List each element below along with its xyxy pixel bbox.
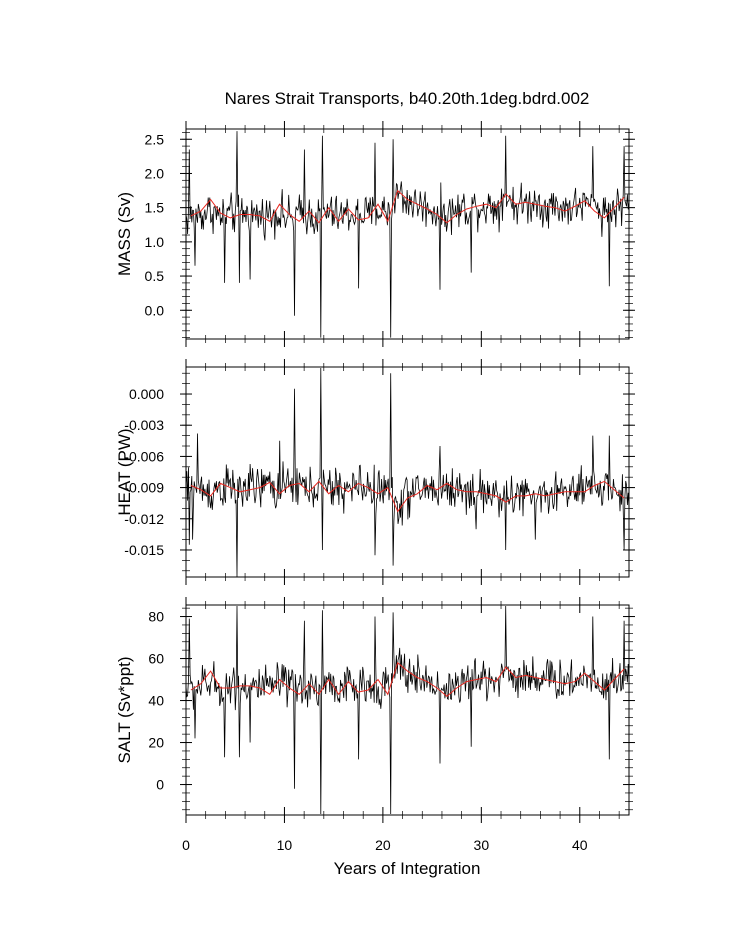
- panel-salt: 80 60 40 20 0 SALT (Sv*ppt): [115, 597, 635, 823]
- y-tick-label: 1.0: [145, 234, 165, 250]
- y-tick-label: 60: [148, 651, 164, 667]
- monthly-series-mass: [186, 131, 629, 338]
- chart-title: Nares Strait Transports, b40.20th.1deg.b…: [225, 89, 590, 108]
- x-tick-label: 10: [277, 837, 293, 853]
- monthly-series-salt: [186, 605, 629, 815]
- plot-frame-heat: [185, 366, 630, 578]
- x-tick-label: 0: [182, 837, 190, 853]
- annual-mean-series-salt: [190, 661, 625, 698]
- y-tick-label: 0.0: [145, 302, 165, 318]
- x-tick-label: 40: [572, 837, 588, 853]
- y-tick-label: -0.006: [124, 448, 164, 464]
- y-tick-label: -0.003: [124, 417, 164, 433]
- x-axis-label: Years of Integration: [334, 859, 481, 878]
- y-tick-label: 2.5: [145, 131, 165, 147]
- y-axis-label-heat: HEAT (PW): [115, 428, 134, 515]
- y-tick-label: 0.5: [145, 268, 165, 284]
- y-tick-label: 20: [148, 735, 164, 751]
- y-tick-label: 1.5: [145, 200, 165, 216]
- y-tick-label: 0.000: [129, 386, 164, 402]
- y-tick-label: 0: [156, 777, 164, 793]
- plot-frame-mass: [185, 128, 630, 340]
- y-tick-label: 2.0: [145, 165, 165, 181]
- annual-mean-series-mass: [190, 189, 625, 224]
- x-tick-label: 30: [474, 837, 490, 853]
- plot-frame-salt: [185, 604, 630, 816]
- panel-mass: 2.5 2.0 1.5 1.0 0.5 0.0 MASS (Sv): [115, 121, 635, 347]
- panel-heat: 0.000 -0.003 -0.006 -0.009 -0.012 -0.015 HEAT …: [115, 359, 635, 585]
- y-tick-label: 80: [148, 609, 164, 625]
- y-tick-label: -0.015: [124, 542, 164, 558]
- y-axis-label-salt: SALT (Sv*ppt): [115, 656, 134, 763]
- y-tick-label: 40: [148, 693, 164, 709]
- y-tick-label: -0.009: [124, 480, 164, 496]
- panels: 2.5 2.0 1.5 1.0 0.5 0.0 MASS (Sv) 0.000 -0.003 -0…: [115, 121, 635, 853]
- monthly-series-heat: [186, 367, 629, 577]
- x-tick-label: 20: [375, 837, 391, 853]
- annual-mean-series-heat: [190, 480, 625, 513]
- y-tick-label: -0.012: [124, 511, 164, 527]
- y-axis-label-mass: MASS (Sv): [115, 192, 134, 276]
